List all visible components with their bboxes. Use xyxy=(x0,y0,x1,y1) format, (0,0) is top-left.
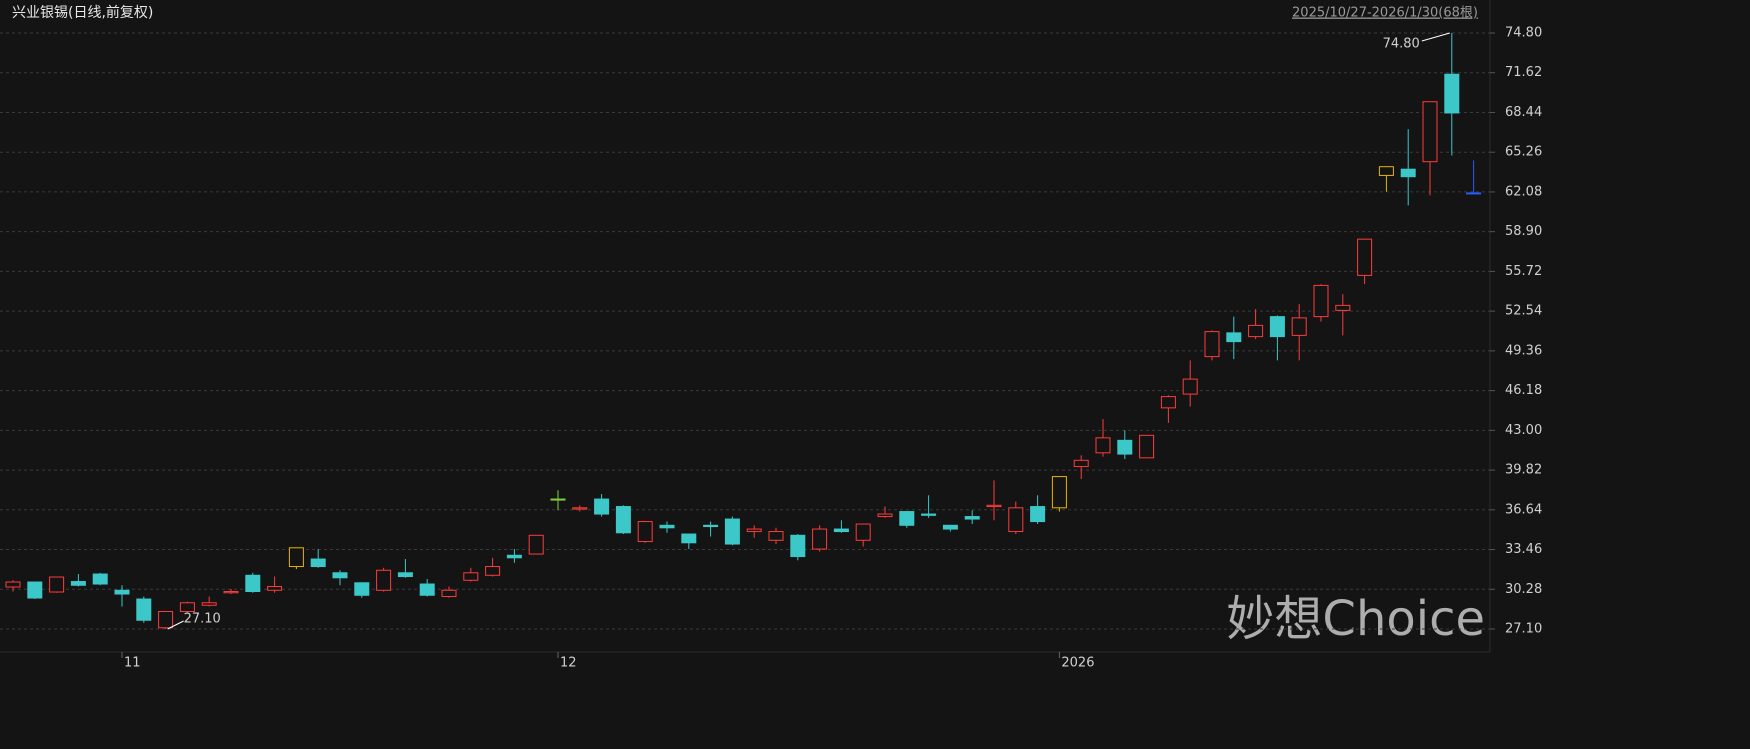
candle-body xyxy=(986,504,1002,508)
candle-body xyxy=(114,589,130,595)
candle-body xyxy=(942,524,958,530)
y-tick-label: 27.10 xyxy=(1505,622,1542,637)
candle-body xyxy=(855,523,871,541)
y-tick-label: 33.46 xyxy=(1505,542,1542,557)
candle-body xyxy=(659,524,675,529)
y-tick-label: 65.26 xyxy=(1505,145,1542,160)
candle-body xyxy=(354,582,370,596)
candle-body xyxy=(833,528,849,533)
candle-body xyxy=(1378,166,1394,176)
candle-body xyxy=(768,531,784,541)
y-tick-label: 39.82 xyxy=(1505,463,1542,478)
candle-body xyxy=(572,507,588,510)
candle-body xyxy=(746,528,762,533)
candle-body xyxy=(1226,332,1242,343)
candle-body xyxy=(1095,437,1111,454)
candle-body xyxy=(201,602,217,606)
candle-body xyxy=(179,602,195,613)
candle-body xyxy=(1269,316,1285,338)
candle-body xyxy=(1160,396,1176,409)
candle-body xyxy=(397,572,413,578)
candle-body xyxy=(594,498,610,515)
candle-body xyxy=(158,611,174,629)
y-tick-label: 30.28 xyxy=(1505,582,1542,597)
candle-body xyxy=(1357,238,1373,276)
candle-body xyxy=(332,572,348,579)
y-tick-label: 71.62 xyxy=(1505,65,1542,80)
candle-body xyxy=(1073,459,1089,468)
candle-body xyxy=(267,586,283,591)
candle-body xyxy=(1139,434,1155,459)
candle-body xyxy=(485,566,501,576)
candle-body xyxy=(1466,192,1482,195)
chart-title: 兴业银锡(日线,前复权) xyxy=(12,4,153,21)
candle-body xyxy=(964,516,980,520)
candle-body xyxy=(463,572,479,581)
candle-body xyxy=(27,581,43,599)
y-tick-label: 46.18 xyxy=(1505,383,1542,398)
candle-body xyxy=(223,591,239,594)
y-tick-label: 49.36 xyxy=(1505,343,1542,358)
candle-body xyxy=(528,534,544,555)
candle-body xyxy=(877,513,893,518)
y-tick-label: 52.54 xyxy=(1505,304,1542,319)
annotation-label: 74.80 xyxy=(1383,36,1420,51)
candle-body xyxy=(1030,506,1046,523)
y-tick-label: 62.08 xyxy=(1505,184,1542,199)
candle-body xyxy=(1422,101,1438,163)
x-tick-label: 2026 xyxy=(1061,656,1094,671)
y-tick-label: 68.44 xyxy=(1505,105,1542,120)
candle-body xyxy=(899,511,915,526)
candle-body xyxy=(288,547,304,568)
candle-body xyxy=(550,498,566,501)
annotation-label: 27.10 xyxy=(184,612,221,627)
y-tick-label: 58.90 xyxy=(1505,224,1542,239)
y-tick-label: 43.00 xyxy=(1505,423,1542,438)
candle-body xyxy=(136,598,152,621)
candle-body xyxy=(615,506,631,534)
candle-body xyxy=(1008,507,1024,533)
candle-body xyxy=(5,581,21,588)
y-tick-label: 36.64 xyxy=(1505,502,1542,517)
candle-body xyxy=(1204,331,1220,358)
candle-body xyxy=(441,589,457,598)
watermark: 妙想Choice xyxy=(1226,591,1485,647)
candle-body xyxy=(703,524,719,528)
candle-body xyxy=(1051,476,1067,509)
annotation-arrow xyxy=(1421,32,1450,42)
annotation-arrow xyxy=(167,620,184,630)
candle-body xyxy=(921,513,937,516)
candle-body xyxy=(637,521,653,543)
candle-body xyxy=(92,573,108,585)
x-tick-label: 11 xyxy=(124,656,141,671)
candle-body xyxy=(1313,284,1329,318)
candle-body xyxy=(70,581,86,586)
candle-body xyxy=(1444,73,1460,114)
candle-body xyxy=(49,576,65,593)
candle-body xyxy=(506,554,522,559)
candle-body xyxy=(1117,439,1133,455)
candle-body xyxy=(419,583,435,596)
candle-body xyxy=(1291,317,1307,336)
candle-body xyxy=(376,569,392,591)
candle-body xyxy=(681,533,697,544)
candle-body xyxy=(1182,378,1198,395)
candle-body xyxy=(724,518,740,545)
y-tick-label: 74.80 xyxy=(1505,25,1542,40)
candle-body xyxy=(245,574,261,593)
date-range[interactable]: 2025/10/27-2026/1/30(68根) xyxy=(1292,6,1478,21)
candle-body xyxy=(1400,168,1416,178)
candle-body xyxy=(1335,304,1351,311)
candle-body xyxy=(812,528,828,550)
candle-body xyxy=(790,534,806,558)
x-tick-label: 12 xyxy=(560,656,577,671)
candle-body xyxy=(1248,324,1264,338)
y-tick-label: 55.72 xyxy=(1505,264,1542,279)
candle-body xyxy=(310,558,326,568)
